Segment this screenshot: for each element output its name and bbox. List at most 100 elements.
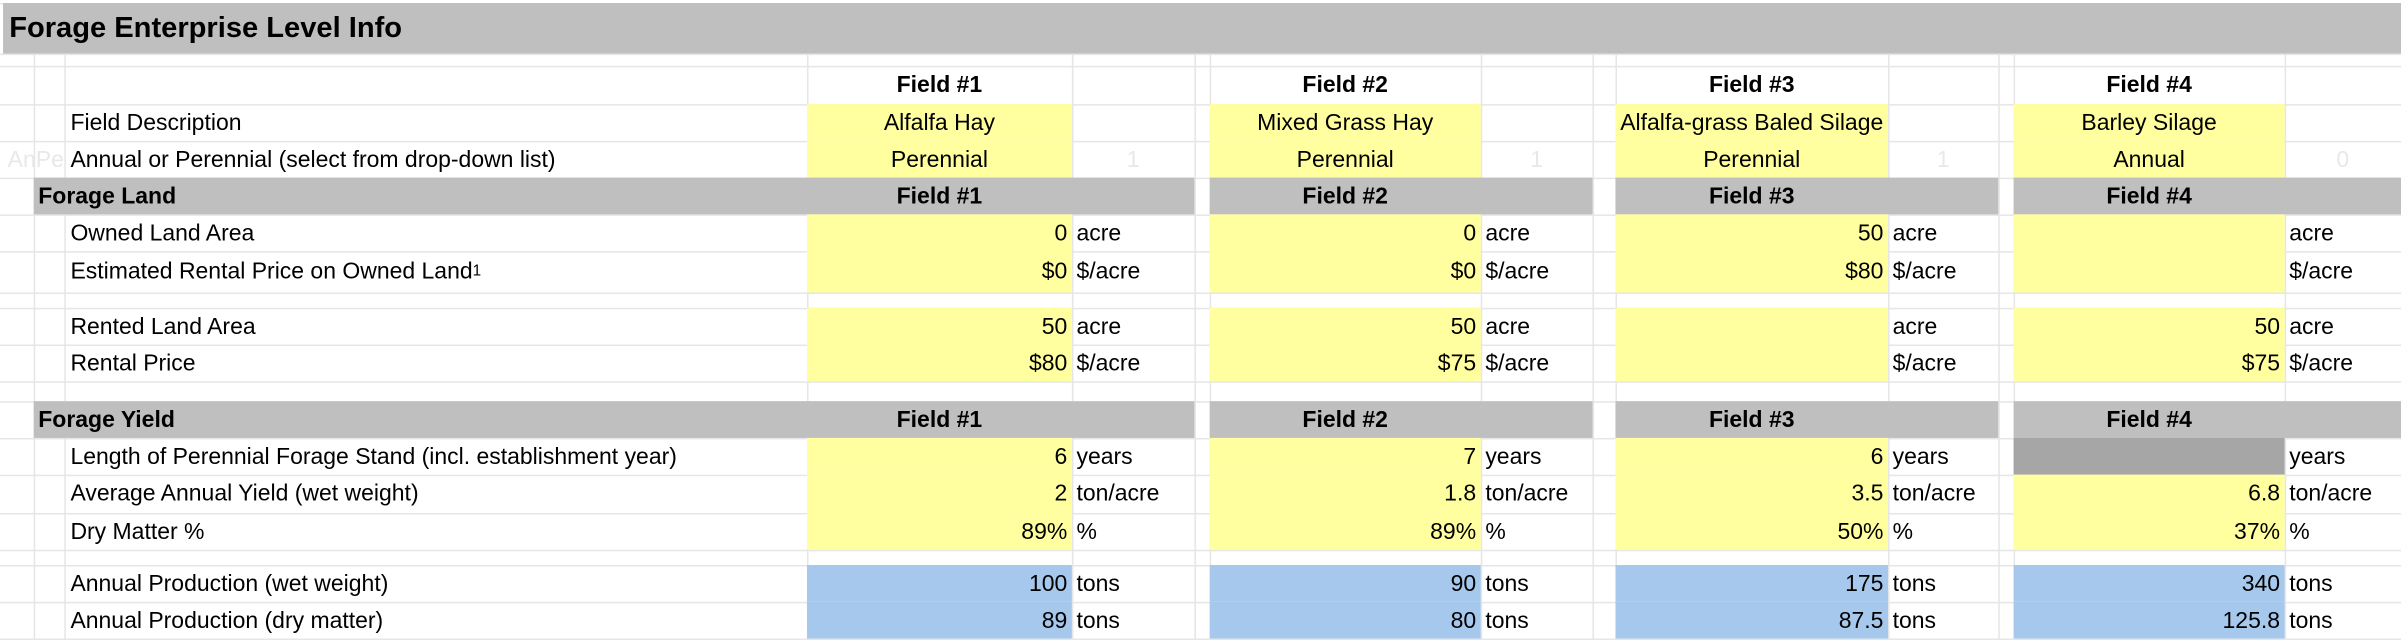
- unit-label: years: [2289, 443, 2346, 470]
- grid-line: [0, 401, 2401, 403]
- field-header: Field #3: [1708, 71, 1795, 98]
- row-label: Annual or Perennial (select from drop-do…: [70, 146, 556, 173]
- label-text: Annual Production (dry matter): [70, 607, 384, 634]
- unit-label: %: [1892, 518, 1914, 545]
- input-cell: $80: [1615, 251, 1889, 293]
- calculated-cell: 90: [1209, 565, 1481, 602]
- calculated-cell: 87.5: [1615, 601, 1889, 639]
- calculated-cell: 125.8: [2013, 601, 2285, 639]
- grid-line: [0, 601, 2401, 604]
- input-cell: Alfalfa-grass Baled Silage: [1615, 104, 1889, 141]
- grid-line: [1592, 53, 1595, 640]
- field-header: Field #2: [1302, 182, 1388, 210]
- label-text: Dry Matter %: [70, 518, 205, 545]
- row-label: Rented Land Area: [64, 308, 799, 345]
- input-cell: [2013, 214, 2285, 252]
- unit-label: acre: [2289, 313, 2334, 340]
- label-text: Rented Land Area: [70, 313, 256, 340]
- hidden-value: 1: [1126, 146, 1140, 173]
- unit-label: acre: [1892, 313, 1938, 340]
- unit-label: tons: [2289, 607, 2333, 634]
- grid-line: [1071, 53, 1074, 640]
- grid-line: [0, 65, 2401, 68]
- unit-label: $/acre: [1485, 258, 1550, 285]
- unit-label: ton/acre: [1076, 480, 1160, 507]
- input-cell: Perennial: [1209, 140, 1481, 178]
- calculated-cell: 340: [2013, 565, 2285, 602]
- input-cell: Mixed Grass Hay: [1209, 104, 1481, 141]
- input-cell: 2: [806, 474, 1072, 513]
- row-label: Field Description: [70, 109, 242, 136]
- unit-label: $/acre: [1892, 349, 1957, 376]
- unit-label: acre: [1076, 313, 1122, 340]
- input-cell: [1615, 344, 1889, 382]
- unit-label: %: [2289, 518, 2310, 545]
- unit-label: tons: [2289, 570, 2333, 597]
- unit-label: ton/acre: [2289, 480, 2373, 507]
- input-cell: Perennial: [1615, 140, 1889, 178]
- unit-label: years: [1485, 443, 1542, 470]
- field-header: Field #4: [2106, 406, 2192, 433]
- label-text: Owned Land Area: [70, 219, 255, 246]
- row-label: Owned Land Area: [64, 214, 799, 251]
- hidden-label: AnPe: [7, 146, 64, 173]
- input-cell: $75: [2013, 344, 2285, 382]
- section-band: [2013, 177, 2401, 215]
- unit-label: %: [1076, 518, 1097, 545]
- grid-line: [0, 638, 2401, 640]
- unit-label: acre: [2289, 219, 2334, 246]
- grid-line: [0, 53, 2401, 56]
- input-cell: 89%: [806, 512, 1072, 550]
- label-text: Average Annual Yield (wet weight): [70, 480, 419, 507]
- input-cell: $80: [806, 344, 1072, 382]
- grid-line: [0, 344, 2401, 347]
- input-cell: 0: [806, 214, 1072, 252]
- section-title: Forage Land: [38, 182, 177, 210]
- row-label: Estimated Rental Price on Owned Land 1: [64, 251, 799, 292]
- row-label: Annual Production (wet weight): [64, 565, 799, 602]
- section-band: [33, 401, 1195, 438]
- field-header: Field #2: [1302, 71, 1388, 98]
- unit-label: tons: [1892, 570, 1937, 597]
- unit-label: tons: [1485, 607, 1529, 634]
- grid-line: [0, 214, 2401, 216]
- unit-label: tons: [1892, 607, 1937, 634]
- calculated-cell: 89: [806, 601, 1072, 639]
- unit-label: years: [1076, 443, 1133, 470]
- field-header: Field #1: [896, 71, 983, 98]
- section-band: [33, 177, 1195, 215]
- unit-label: acre: [1892, 219, 1938, 246]
- section-band: [1615, 177, 1999, 215]
- calculated-cell: 100: [806, 565, 1072, 602]
- unit-label: $/acre: [1485, 349, 1550, 376]
- input-cell: $0: [1209, 251, 1481, 293]
- field-header: Field #1: [896, 406, 983, 433]
- row-label: Average Annual Yield (wet weight): [64, 475, 799, 513]
- hidden-value: 1: [1530, 146, 1543, 173]
- unit-label: acre: [1485, 313, 1531, 340]
- field-header: Field #2: [1302, 406, 1388, 433]
- unit-label: $/acre: [2289, 258, 2354, 285]
- input-cell: 0: [1209, 214, 1481, 252]
- grid-line: [1998, 53, 2000, 640]
- field-header: Field #4: [2106, 71, 2192, 98]
- input-cell: Alfalfa Hay: [806, 104, 1072, 141]
- unit-label: %: [1485, 518, 1506, 545]
- input-cell: 7: [1209, 437, 1481, 475]
- label-text: Annual Production (wet weight): [70, 570, 389, 597]
- field-header: Field #4: [2106, 182, 2192, 210]
- calculated-cell: 175: [1615, 565, 1889, 602]
- unit-label: $/acre: [1892, 258, 1957, 285]
- hidden-value: 1: [1936, 146, 1950, 173]
- unit-label: $/acre: [2289, 349, 2354, 376]
- input-cell: 89%: [1209, 512, 1481, 550]
- field-header: Field #1: [896, 182, 983, 210]
- unit-label: $/acre: [1076, 349, 1141, 376]
- grid-line: [0, 104, 2401, 106]
- grid-line: [0, 549, 2401, 552]
- unit-label: tons: [1485, 570, 1529, 597]
- grid-line: [0, 307, 2401, 310]
- unit-label: years: [1892, 443, 1949, 470]
- input-cell: 50: [1209, 307, 1481, 345]
